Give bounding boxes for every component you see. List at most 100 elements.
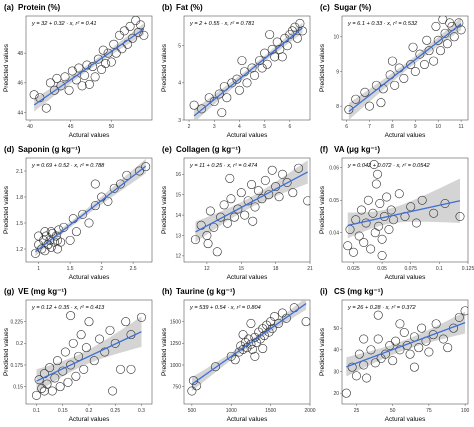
data-point [288,188,298,198]
data-point [351,371,361,381]
data-point [79,364,89,374]
data-point [242,78,252,88]
x-tick-label: 1 [37,266,40,272]
y-axis-label: Predicted values [161,185,168,234]
x-tick-label: 9 [414,124,417,130]
x-tick-label: 8 [391,124,394,130]
data-point [419,60,429,70]
data-point [394,189,404,199]
x-tick-label: 2000 [304,408,315,414]
panel-label: (f) [320,145,328,154]
regression-line [195,171,309,233]
data-point [248,344,258,354]
regression-equation: y = 26 + 0.28 · x, r² = 0.372 [347,305,417,311]
regression-line [35,165,147,253]
data-point [364,101,374,111]
data-point [277,52,287,62]
data-point [223,218,233,228]
data-point [98,45,108,55]
data-point [422,35,432,45]
data-point [460,306,468,316]
data-point [270,52,280,62]
x-tick-label: 2 [188,124,191,130]
data-point [454,312,464,322]
data-point [110,338,120,348]
data-point [34,375,44,385]
panel-label: (a) [4,3,14,12]
data-point [189,100,199,110]
data-point [234,85,244,95]
data-point [382,192,392,202]
data-point [368,208,378,218]
panel-title: VE (mg kg⁻¹) [18,287,67,296]
x-tick-label: 0.075 [404,266,417,272]
data-point [456,25,466,35]
regression-equation: y = 0.69 + 0.52 · x, r² = 0.788 [31,163,105,169]
y-tick-label: 20 [333,391,339,397]
data-point [95,334,105,344]
data-point [31,390,41,400]
data-point [374,221,384,231]
data-point [301,317,310,327]
data-point [248,216,258,226]
regression-equation: y = 11 + 0.25 · x, r² = 0.474 [189,163,257,169]
y-tick-label: 0.175 [10,363,23,369]
data-point [342,388,351,398]
data-point [217,108,227,118]
data-point [414,343,424,353]
regression-equation: y = 539 + 0.54 · x, r² = 0.804 [189,305,261,311]
data-point [424,46,434,56]
panel-label: (h) [162,287,173,296]
confidence-band [347,178,460,239]
y-tick-label: 13 [175,233,181,239]
data-point [65,235,75,245]
y-axis-label: Predicted values [319,185,326,234]
x-tick-label: 21 [307,266,313,272]
x-tick-label: 75 [426,408,432,414]
panel-4: (d) Saponin (g kg⁻¹) y = 0.69 + 0.52 · x, … [3,145,153,281]
data-point [290,22,300,32]
data-point [46,242,56,252]
x-tick-label: 50 [109,124,115,130]
data-point [236,188,246,198]
data-point [214,89,224,99]
data-point [56,81,66,91]
y-tick-label: 16 [175,172,181,178]
y-tick-label: 0.05 [329,198,339,204]
data-point [45,78,55,88]
data-point [255,56,265,66]
y-axis-label: Predicted values [161,327,168,376]
data-point [238,330,248,340]
x-tick-label: 0.3 [138,408,145,414]
data-point [370,358,380,368]
panel-label: (b) [162,3,173,12]
data-point [37,244,47,254]
regression-equation: y = 32 + 0.32 · x, r² = 0.41 [31,21,97,27]
y-tick-label: 0.2 [16,341,23,347]
data-point [84,218,94,228]
data-point [90,72,100,82]
data-point [247,180,257,190]
data-point [47,386,57,396]
data-point [250,351,260,361]
x-tick-label: 2.5 [130,266,137,272]
x-axis-label: Actural values [227,132,269,139]
y-tick-label: 15 [175,193,181,199]
panel-title: Protein (%) [18,3,61,12]
data-point [443,343,453,353]
data-point [373,169,383,179]
data-point [212,247,222,257]
data-point [424,347,434,357]
data-point [190,235,200,245]
data-point [93,54,103,64]
data-point [281,313,291,323]
data-point [136,20,146,30]
data-point [260,175,270,185]
x-tick-label: 1500 [265,408,276,414]
y-tick-label: 4 [178,81,181,87]
data-point [127,33,137,43]
x-tick-label: 0.1 [436,266,443,272]
x-tick-label: 12 [204,266,210,272]
data-point [126,364,136,374]
data-point [369,160,379,170]
